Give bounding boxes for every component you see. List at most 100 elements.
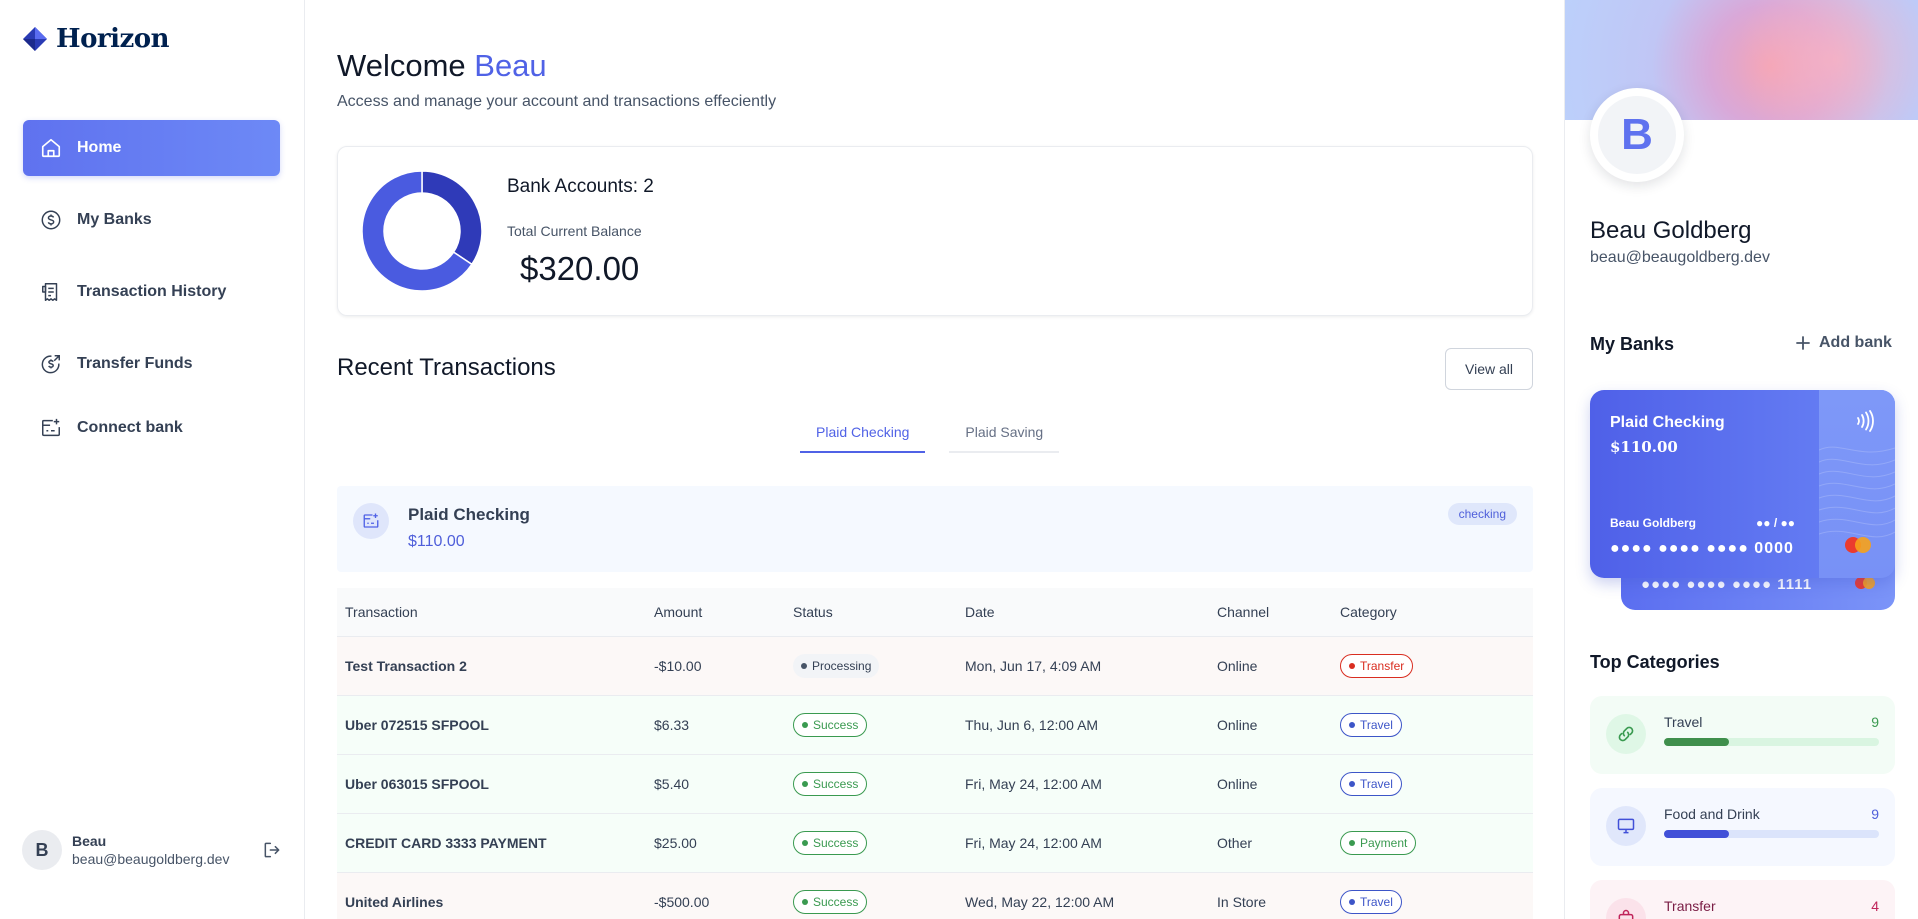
category-dot-icon — [1349, 662, 1355, 669]
welcome-prefix: Welcome — [337, 48, 466, 83]
transaction-amount: $6.33 — [646, 695, 785, 755]
donut-slice-1[interactable] — [421, 171, 482, 266]
sidebar-item-label: Connect bank — [77, 419, 183, 436]
bank-card-icon — [353, 503, 389, 539]
transaction-name: Uber 063015 SFPOOL — [337, 754, 646, 814]
sidebar-item-my-banks[interactable]: My Banks — [23, 192, 280, 248]
card-number: ●●●● ●●●● ●●●● 0000 — [1610, 540, 1794, 557]
transaction-amount: -$500.00 — [646, 872, 785, 919]
category-count: 9 — [1871, 806, 1879, 822]
transaction-name: Test Transaction 2 — [337, 636, 646, 696]
status-dot-icon — [802, 839, 808, 846]
profile-email: beau@beaugoldberg.dev — [1590, 249, 1770, 266]
category-item-travel[interactable]: Travel 9 — [1590, 696, 1895, 774]
transaction-category: Travel — [1332, 872, 1533, 919]
table-row[interactable]: United Airlines -$500.00 Success Wed, Ma… — [337, 872, 1533, 919]
profile-avatar-initial: B — [1598, 96, 1676, 174]
status-badge-label: Success — [813, 717, 859, 732]
transaction-channel: Other — [1209, 813, 1332, 873]
sidebar-item-transaction-history[interactable]: Transaction History — [23, 264, 280, 320]
account-type-badge: checking — [1447, 503, 1517, 525]
mastercard-icon — [1855, 577, 1875, 589]
avatar[interactable]: B — [22, 830, 62, 870]
table-row[interactable]: Uber 072515 SFPOOL $6.33 Success Thu, Ju… — [337, 695, 1533, 755]
add-bank-button[interactable]: Add bank — [1795, 334, 1892, 352]
status-badge-label: Success — [813, 776, 859, 791]
card-owner-name: Beau Goldberg — [1610, 516, 1697, 530]
bank-info-name: Plaid Checking — [408, 505, 530, 524]
table-row[interactable]: CREDIT CARD 3333 PAYMENT $25.00 Success … — [337, 813, 1533, 873]
category-count: 4 — [1871, 898, 1879, 914]
sidebar-nav: Home My Banks Transaction History Transf… — [23, 120, 280, 472]
column-header-status: Status — [785, 588, 957, 637]
category-badge: Travel — [1340, 889, 1402, 914]
donut-slice-2[interactable] — [362, 171, 473, 291]
category-badge-label: Travel — [1360, 776, 1393, 791]
transaction-name: CREDIT CARD 3333 PAYMENT — [337, 813, 646, 873]
category-badge: Transfer — [1340, 653, 1414, 678]
status-dot-icon — [802, 898, 808, 905]
column-header-transaction: Transaction — [337, 588, 646, 637]
transaction-amount: $25.00 — [646, 813, 785, 873]
column-header-date: Date — [957, 588, 1209, 637]
dollar-circle-icon — [39, 208, 63, 232]
sidebar-user: B Beau beau@beaugoldberg.dev — [22, 830, 284, 870]
bank-accounts-count: Bank Accounts: 2 — [507, 176, 654, 197]
home-icon — [39, 136, 63, 160]
status-badge-label: Success — [813, 894, 859, 909]
table-header-row: Transaction Amount Status Date Channel C… — [337, 588, 1533, 637]
category-count: 9 — [1871, 714, 1879, 730]
transaction-date: Thu, Jun 6, 12:00 AM — [957, 695, 1209, 755]
view-all-button[interactable]: View all — [1445, 348, 1533, 390]
table-row[interactable]: Test Transaction 2 -$10.00 Processing Mo… — [337, 636, 1533, 696]
status-badge: Success — [793, 712, 868, 737]
category-name: Food and Drink — [1664, 806, 1760, 822]
card-bank-name: Plaid Checking — [1610, 414, 1725, 431]
logout-button[interactable] — [260, 838, 284, 862]
card-pattern-icon — [1818, 446, 1895, 538]
status-badge: Success — [793, 771, 868, 796]
status-badge: Success — [793, 830, 868, 855]
sidebar-user-info: Beau beau@beaugoldberg.dev — [72, 833, 260, 867]
transaction-channel: Online — [1209, 636, 1332, 696]
category-dot-icon — [1349, 898, 1355, 905]
horizon-logo-icon — [23, 27, 47, 51]
category-item-transfer[interactable]: Transfer 4 — [1590, 880, 1895, 919]
sidebar-user-name: Beau — [72, 833, 107, 849]
app-logo[interactable]: Horizon — [22, 24, 170, 54]
sidebar-item-home[interactable]: Home — [23, 120, 280, 176]
status-badge-label: Processing — [812, 658, 872, 673]
profile-name: Beau Goldberg — [1590, 217, 1752, 244]
profile-avatar[interactable]: B — [1590, 88, 1684, 182]
category-name: Transfer — [1664, 898, 1716, 914]
add-bank-label: Add bank — [1819, 334, 1892, 351]
transaction-channel: Online — [1209, 754, 1332, 814]
recent-transactions-title: Recent Transactions — [337, 354, 556, 381]
tab-plaid-saving[interactable]: Plaid Saving — [949, 418, 1060, 453]
category-progress-track — [1664, 830, 1879, 838]
sidebar-item-connect-bank[interactable]: Connect bank — [23, 400, 280, 456]
bank-info-balance: $110.00 — [408, 533, 465, 550]
category-item-food-and-drink[interactable]: Food and Drink 9 — [1590, 788, 1895, 866]
page-subtitle: Access and manage your account and trans… — [337, 93, 777, 110]
table-row[interactable]: Uber 063015 SFPOOL $5.40 Success Fri, Ma… — [337, 754, 1533, 814]
money-send-icon — [39, 352, 63, 376]
status-badge: Success — [793, 889, 868, 914]
total-balance-label: Total Current Balance — [507, 223, 642, 239]
category-name: Travel — [1664, 714, 1703, 730]
transaction-category: Transfer — [1332, 636, 1533, 696]
sidebar-item-label: Home — [77, 139, 122, 156]
transaction-status: Processing — [785, 636, 957, 696]
sidebar-item-label: Transaction History — [77, 283, 227, 300]
bank-tabs: Plaid Checking Plaid Saving — [800, 418, 1060, 453]
bank-card[interactable]: Plaid Checking $110.00 Beau Goldberg ●● … — [1590, 390, 1895, 578]
page-title: Welcome Beau — [337, 48, 547, 84]
category-badge-label: Travel — [1360, 717, 1393, 732]
my-banks-title: My Banks — [1590, 334, 1675, 354]
bank-info-panel[interactable]: Plaid Checking $110.00 checking — [337, 486, 1533, 572]
sidebar-user-email: beau@beaugoldberg.dev — [72, 851, 230, 867]
contactless-icon — [1857, 410, 1874, 432]
sidebar-item-transfer-funds[interactable]: Transfer Funds — [23, 336, 280, 392]
tab-plaid-checking[interactable]: Plaid Checking — [800, 418, 926, 453]
connect-bank-icon — [39, 416, 63, 440]
